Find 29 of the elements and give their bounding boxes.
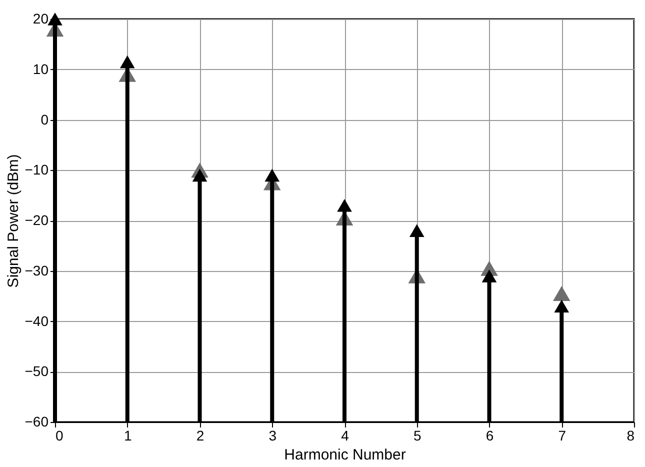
point	[337, 198, 352, 212]
point	[552, 286, 570, 302]
x-tick-label: 8	[626, 428, 635, 444]
y-tick-label: 0	[40, 111, 49, 128]
y-tick-label: −40	[24, 312, 49, 329]
point	[192, 168, 208, 182]
y-axis-title: Signal Power (dBm)	[4, 154, 22, 288]
y-tick-label: −50	[24, 363, 49, 380]
x-axis-title: Harmonic Number	[284, 446, 406, 464]
y-tick-label: 20	[32, 10, 49, 26]
x-tick-label: 2	[196, 428, 204, 444]
x-tick-label: 5	[413, 428, 422, 444]
point	[482, 269, 497, 282]
y-tick-label: −30	[24, 262, 49, 278]
y-tick-label: −10	[24, 162, 49, 178]
y-tick-label: 10	[32, 60, 49, 77]
point	[264, 168, 280, 182]
point	[48, 12, 62, 26]
point	[554, 300, 570, 313]
y-tick-label: −60	[24, 414, 49, 430]
x-tick-label: 7	[558, 428, 566, 444]
point	[409, 224, 424, 237]
x-tick-label: 0	[56, 428, 64, 444]
point	[120, 55, 135, 68]
x-tick-label: 3	[268, 428, 277, 444]
x-tick-label: 6	[486, 428, 494, 444]
x-tick-label: 4	[341, 428, 350, 444]
y-tick-label: −20	[24, 212, 49, 228]
x-tick-label: 1	[124, 428, 132, 444]
